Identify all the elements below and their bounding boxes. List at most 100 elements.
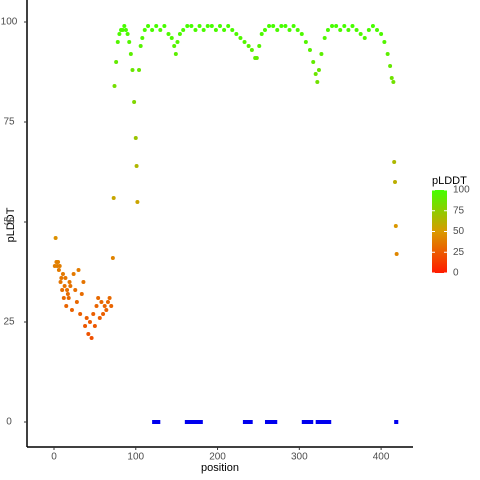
point bbox=[154, 24, 159, 28]
point bbox=[133, 136, 138, 140]
point bbox=[358, 32, 363, 36]
point bbox=[259, 32, 264, 36]
point bbox=[185, 24, 190, 28]
point bbox=[316, 68, 321, 72]
point bbox=[134, 164, 139, 168]
point bbox=[63, 276, 68, 280]
point bbox=[325, 28, 330, 32]
point bbox=[162, 24, 167, 28]
point bbox=[60, 288, 65, 292]
point bbox=[391, 80, 396, 84]
point bbox=[338, 28, 343, 32]
point bbox=[146, 24, 151, 28]
point bbox=[385, 52, 390, 56]
point bbox=[120, 28, 125, 32]
point bbox=[122, 24, 127, 28]
point bbox=[102, 304, 107, 308]
point bbox=[393, 224, 398, 228]
point bbox=[218, 24, 222, 28]
segment bbox=[242, 420, 253, 424]
point bbox=[62, 284, 67, 288]
point bbox=[60, 272, 65, 276]
point bbox=[84, 316, 89, 320]
legend-title: pLDDT bbox=[432, 175, 467, 187]
point bbox=[366, 28, 371, 32]
point bbox=[319, 52, 324, 56]
x-tick-label: 100 bbox=[127, 452, 144, 463]
point bbox=[249, 48, 254, 52]
point bbox=[246, 44, 251, 48]
point bbox=[83, 324, 88, 328]
x-tick-label: 0 bbox=[51, 452, 57, 463]
point bbox=[291, 24, 296, 28]
point bbox=[226, 24, 231, 28]
point bbox=[275, 28, 280, 32]
point bbox=[354, 28, 359, 32]
x-tick-label: 300 bbox=[291, 452, 308, 463]
colorbar-label: 0 bbox=[453, 268, 459, 279]
point bbox=[342, 24, 347, 28]
point bbox=[382, 40, 387, 44]
point bbox=[375, 28, 380, 32]
point bbox=[262, 28, 267, 32]
point bbox=[112, 84, 117, 88]
point bbox=[110, 256, 115, 260]
y-tick-label: 0 bbox=[6, 417, 12, 428]
point bbox=[61, 296, 66, 300]
point bbox=[313, 72, 318, 76]
point bbox=[234, 32, 239, 36]
point bbox=[65, 288, 70, 292]
point bbox=[271, 24, 276, 28]
point bbox=[115, 40, 120, 44]
point bbox=[117, 32, 122, 36]
point bbox=[59, 276, 64, 280]
colorbar-label: 25 bbox=[453, 247, 465, 258]
point bbox=[257, 44, 262, 48]
point bbox=[81, 280, 86, 284]
point bbox=[86, 332, 91, 336]
point bbox=[254, 56, 259, 60]
point bbox=[140, 36, 145, 40]
segment bbox=[394, 420, 399, 424]
point bbox=[175, 40, 180, 44]
point bbox=[109, 304, 114, 308]
point bbox=[213, 28, 218, 32]
point bbox=[67, 280, 72, 284]
point bbox=[295, 28, 300, 32]
point bbox=[79, 292, 84, 296]
point bbox=[123, 28, 128, 32]
point bbox=[346, 28, 351, 32]
colorbar-label: 100 bbox=[453, 185, 470, 196]
point bbox=[69, 308, 74, 312]
point bbox=[73, 288, 78, 292]
y-tick-label: 100 bbox=[1, 17, 18, 28]
point bbox=[127, 40, 132, 44]
point bbox=[166, 32, 171, 36]
point bbox=[303, 40, 308, 44]
point bbox=[388, 64, 393, 68]
colorbar-label: 50 bbox=[453, 226, 465, 237]
point bbox=[242, 40, 247, 44]
point bbox=[137, 68, 142, 72]
segment bbox=[184, 420, 203, 424]
point bbox=[181, 28, 186, 32]
point bbox=[279, 24, 284, 28]
point bbox=[71, 272, 76, 276]
point bbox=[197, 24, 202, 28]
point bbox=[132, 100, 137, 104]
point bbox=[138, 44, 143, 48]
point bbox=[299, 32, 304, 36]
point bbox=[97, 316, 102, 320]
segment bbox=[301, 420, 314, 424]
point bbox=[105, 300, 110, 304]
point bbox=[87, 320, 92, 324]
y-tick-label: 75 bbox=[3, 117, 15, 128]
point bbox=[379, 32, 384, 36]
point bbox=[66, 296, 71, 300]
y-tick-label: 50 bbox=[3, 217, 15, 228]
point bbox=[394, 252, 399, 256]
point bbox=[350, 24, 355, 28]
point bbox=[362, 36, 367, 40]
